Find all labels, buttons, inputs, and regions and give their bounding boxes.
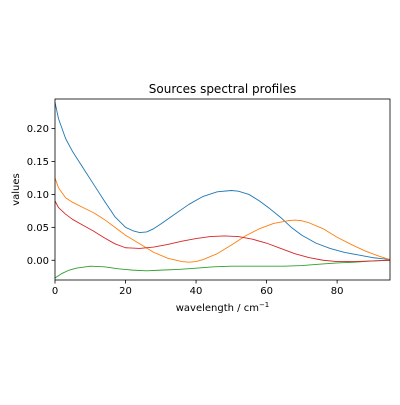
y-tick-label: 0.20 [27, 124, 49, 135]
x-tick-label: 0 [52, 286, 58, 297]
x-axis-label-superscript: −1 [259, 301, 269, 309]
y-tick-label: 0.15 [27, 157, 49, 168]
chart-title: Sources spectral profiles [149, 82, 296, 96]
x-axis-label: wavelength / cm−1 [176, 301, 270, 314]
x-tick-label: 60 [260, 286, 273, 297]
x-tick-label: 40 [190, 286, 203, 297]
y-tick-label: 0.00 [27, 256, 49, 267]
x-tick-label: 20 [119, 286, 132, 297]
x-tick-label: 80 [331, 286, 344, 297]
x-axis-label-text: wavelength / cm [176, 303, 259, 314]
y-axis-label: values [11, 173, 22, 206]
y-tick-label: 0.05 [27, 223, 49, 234]
plot-area [55, 99, 390, 280]
y-tick-label: 0.10 [27, 190, 49, 201]
